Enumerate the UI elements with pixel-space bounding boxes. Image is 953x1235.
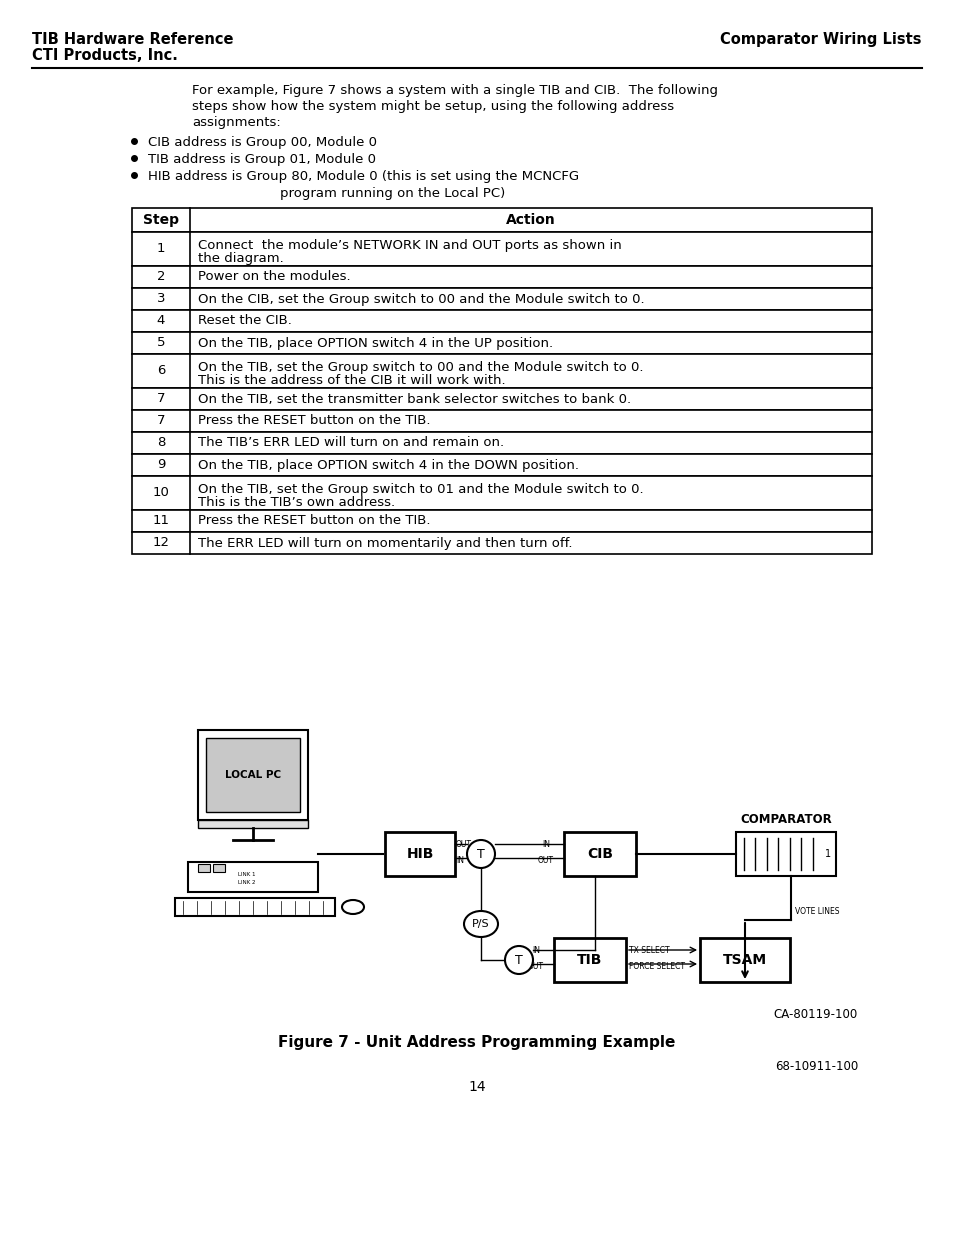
- Bar: [198, 864, 210, 872]
- Text: On the TIB, place OPTION switch 4 in the UP position.: On the TIB, place OPTION switch 4 in the…: [198, 336, 553, 350]
- Bar: [188, 862, 317, 892]
- Text: On the TIB, set the Group switch to 00 and the Module switch to 0.: On the TIB, set the Group switch to 00 a…: [198, 361, 643, 374]
- Text: assignments:: assignments:: [192, 116, 280, 128]
- Text: CIB address is Group 00, Module 0: CIB address is Group 00, Module 0: [148, 136, 376, 149]
- Bar: [132, 354, 871, 388]
- Text: 10: 10: [152, 487, 170, 499]
- Text: OUT: OUT: [527, 962, 543, 971]
- Text: CA-80119-100: CA-80119-100: [773, 1008, 857, 1021]
- Bar: [174, 898, 335, 916]
- Text: 2: 2: [156, 270, 165, 284]
- Bar: [563, 832, 636, 876]
- Bar: [198, 730, 308, 820]
- Text: T: T: [515, 953, 522, 967]
- Text: TIB: TIB: [577, 953, 602, 967]
- Bar: [132, 232, 871, 266]
- Text: P/S: P/S: [472, 919, 489, 929]
- Text: 1: 1: [156, 242, 165, 256]
- Text: program running on the Local PC): program running on the Local PC): [280, 186, 505, 200]
- Bar: [198, 820, 308, 827]
- Text: CIB: CIB: [586, 847, 613, 861]
- Text: IN: IN: [456, 856, 463, 864]
- Bar: [132, 510, 871, 532]
- Text: VOTE LINES: VOTE LINES: [794, 906, 839, 916]
- Bar: [132, 207, 871, 232]
- Text: Power on the modules.: Power on the modules.: [198, 270, 351, 284]
- Text: IN: IN: [541, 840, 550, 848]
- Text: TX SELECT: TX SELECT: [628, 946, 669, 955]
- Bar: [132, 532, 871, 555]
- Ellipse shape: [341, 900, 364, 914]
- Text: Connect  the module’s NETWORK IN and OUT ports as shown in: Connect the module’s NETWORK IN and OUT …: [198, 240, 621, 252]
- Bar: [132, 266, 871, 288]
- Bar: [132, 432, 871, 454]
- Bar: [132, 454, 871, 475]
- Text: 7: 7: [156, 415, 165, 427]
- Text: On the TIB, set the transmitter bank selector switches to bank 0.: On the TIB, set the transmitter bank sel…: [198, 393, 631, 405]
- Text: On the TIB, place OPTION switch 4 in the DOWN position.: On the TIB, place OPTION switch 4 in the…: [198, 458, 578, 472]
- Text: Figure 7 - Unit Address Programming Example: Figure 7 - Unit Address Programming Exam…: [278, 1035, 675, 1050]
- Text: OUT: OUT: [456, 840, 472, 848]
- Bar: [132, 475, 871, 510]
- Text: LINK 2: LINK 2: [237, 881, 255, 885]
- Text: 11: 11: [152, 515, 170, 527]
- Bar: [735, 832, 835, 876]
- Text: HIB address is Group 80, Module 0 (this is set using the MCNCFG: HIB address is Group 80, Module 0 (this …: [148, 170, 578, 183]
- Text: 4: 4: [156, 315, 165, 327]
- Text: 9: 9: [156, 458, 165, 472]
- Text: For example, Figure 7 shows a system with a single TIB and CIB.  The following: For example, Figure 7 shows a system wit…: [192, 84, 718, 98]
- Circle shape: [467, 840, 495, 868]
- Text: COMPARATOR: COMPARATOR: [740, 813, 831, 826]
- Text: The ERR LED will turn on momentarily and then turn off.: The ERR LED will turn on momentarily and…: [198, 536, 572, 550]
- Text: 8: 8: [156, 436, 165, 450]
- Text: TIB Hardware Reference: TIB Hardware Reference: [32, 32, 233, 47]
- Text: 1: 1: [824, 848, 830, 860]
- Text: IN: IN: [532, 946, 539, 955]
- Bar: [132, 332, 871, 354]
- Text: TIB address is Group 01, Module 0: TIB address is Group 01, Module 0: [148, 153, 375, 165]
- Text: LOCAL PC: LOCAL PC: [225, 769, 281, 781]
- Text: steps show how the system might be setup, using the following address: steps show how the system might be setup…: [192, 100, 674, 112]
- Text: 5: 5: [156, 336, 165, 350]
- Text: CTI Products, Inc.: CTI Products, Inc.: [32, 48, 177, 63]
- Ellipse shape: [463, 911, 497, 937]
- Bar: [700, 939, 789, 982]
- Bar: [132, 310, 871, 332]
- Text: HIB: HIB: [406, 847, 434, 861]
- Text: FORCE SELECT: FORCE SELECT: [628, 962, 684, 971]
- Text: The TIB’s ERR LED will turn on and remain on.: The TIB’s ERR LED will turn on and remai…: [198, 436, 503, 450]
- Bar: [213, 864, 225, 872]
- Text: 6: 6: [156, 364, 165, 378]
- Text: 68-10911-100: 68-10911-100: [774, 1060, 857, 1073]
- Text: T: T: [476, 847, 484, 861]
- Text: Press the RESET button on the TIB.: Press the RESET button on the TIB.: [198, 515, 430, 527]
- Text: Press the RESET button on the TIB.: Press the RESET button on the TIB.: [198, 415, 430, 427]
- Text: Action: Action: [506, 212, 556, 227]
- Text: OUT: OUT: [537, 856, 554, 864]
- Text: This is the TIB’s own address.: This is the TIB’s own address.: [198, 496, 395, 509]
- Bar: [554, 939, 625, 982]
- Text: 3: 3: [156, 293, 165, 305]
- Bar: [385, 832, 455, 876]
- Text: Step: Step: [143, 212, 179, 227]
- Text: On the CIB, set the Group switch to 00 and the Module switch to 0.: On the CIB, set the Group switch to 00 a…: [198, 293, 644, 305]
- Text: 14: 14: [468, 1079, 485, 1094]
- Text: LINK 1: LINK 1: [237, 872, 255, 877]
- Circle shape: [504, 946, 533, 974]
- Text: Comparator Wiring Lists: Comparator Wiring Lists: [720, 32, 921, 47]
- Bar: [132, 288, 871, 310]
- Text: This is the address of the CIB it will work with.: This is the address of the CIB it will w…: [198, 374, 505, 387]
- Text: Reset the CIB.: Reset the CIB.: [198, 315, 292, 327]
- Text: TSAM: TSAM: [722, 953, 766, 967]
- Bar: [132, 388, 871, 410]
- Text: 7: 7: [156, 393, 165, 405]
- Text: 12: 12: [152, 536, 170, 550]
- Text: the diagram.: the diagram.: [198, 252, 283, 266]
- Bar: [206, 739, 299, 811]
- Text: On the TIB, set the Group switch to 01 and the Module switch to 0.: On the TIB, set the Group switch to 01 a…: [198, 483, 643, 496]
- Bar: [132, 410, 871, 432]
